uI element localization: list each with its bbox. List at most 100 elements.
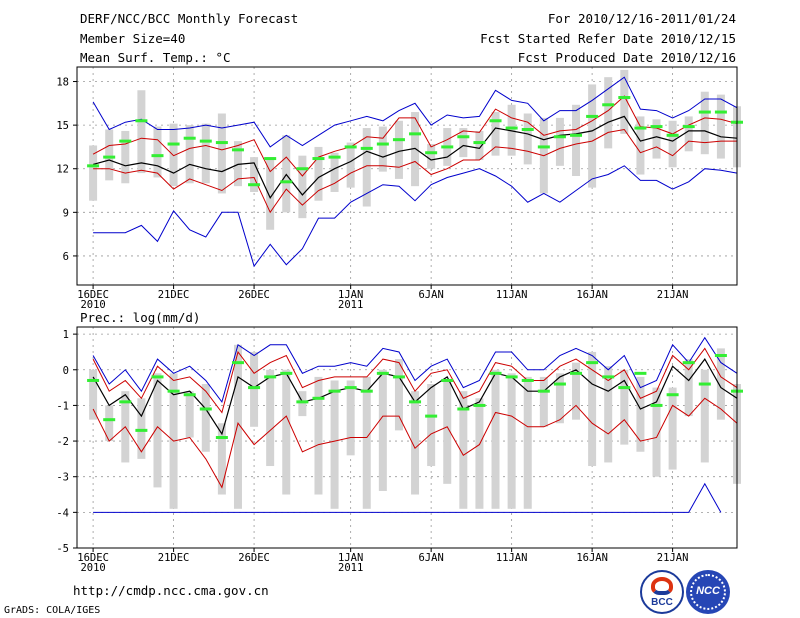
prec-xtick-label: 11JAN bbox=[496, 552, 528, 564]
prec-box bbox=[523, 376, 532, 509]
prec-box bbox=[314, 376, 323, 495]
prec-box bbox=[459, 391, 468, 509]
prec-box bbox=[411, 391, 420, 495]
prec-xtick-label: 26DEC bbox=[238, 552, 270, 564]
ncc-globe-icon bbox=[690, 574, 726, 610]
temp-box bbox=[346, 142, 355, 188]
temp-box bbox=[298, 155, 307, 219]
prec-box bbox=[572, 362, 581, 420]
temp-box bbox=[523, 113, 532, 165]
temp-median-marker bbox=[151, 154, 164, 158]
prec-median-marker bbox=[87, 378, 100, 382]
temp-frame bbox=[76, 66, 738, 286]
temp-box bbox=[427, 144, 436, 169]
temp-median-marker bbox=[231, 148, 244, 152]
prec-box bbox=[153, 373, 162, 488]
prec-median-marker bbox=[409, 400, 422, 404]
temp-median-marker bbox=[634, 126, 647, 130]
prec-median-marker bbox=[537, 389, 550, 393]
prec-xtick-label: 16DEC bbox=[77, 552, 109, 564]
temp-ytick-label: 18 bbox=[56, 77, 69, 89]
forecast-produced-date: Fcst Produced Date 2010/12/16 bbox=[517, 50, 736, 65]
source-url[interactable]: http://cmdp.ncc.cma.gov.cn bbox=[73, 583, 269, 598]
temp-median-marker bbox=[666, 133, 679, 137]
temp-box bbox=[636, 116, 645, 175]
temp-box bbox=[604, 77, 613, 149]
temp-box bbox=[378, 126, 387, 172]
variable-label: Mean Surf. Temp.: °C bbox=[80, 50, 231, 65]
temp-median-marker bbox=[537, 145, 550, 149]
prec-box bbox=[137, 398, 146, 459]
temp-median-marker bbox=[167, 142, 180, 146]
temp-median-marker bbox=[425, 151, 438, 155]
prec-xtick-label: 6JAN bbox=[418, 552, 443, 564]
prec-box bbox=[298, 391, 307, 417]
prec-box bbox=[105, 405, 114, 442]
prec-box bbox=[620, 369, 629, 445]
temp-median-marker bbox=[521, 127, 534, 131]
temp-ytick-label: 6 bbox=[63, 251, 69, 263]
prec-median-marker bbox=[473, 403, 486, 407]
temp-box bbox=[555, 117, 564, 166]
prec-median-marker bbox=[714, 354, 727, 358]
prec-median-marker bbox=[570, 371, 583, 375]
prec-median-marker bbox=[344, 386, 357, 390]
temp-xtick-year: 2010 bbox=[80, 299, 105, 311]
prec-median-marker bbox=[376, 371, 389, 375]
prec-median-marker bbox=[296, 400, 309, 404]
temp-ytick-label: 15 bbox=[56, 120, 69, 132]
prec-box bbox=[89, 369, 98, 420]
prec-ytick-label: -4 bbox=[56, 507, 69, 519]
temp-median-marker bbox=[119, 139, 132, 143]
prec-box bbox=[362, 376, 371, 509]
prec-box bbox=[217, 423, 226, 495]
prec-box bbox=[394, 359, 403, 431]
temp-median-marker bbox=[312, 157, 325, 161]
prec-median-marker bbox=[521, 378, 534, 382]
prec-box bbox=[652, 387, 661, 477]
prec-median-marker bbox=[666, 393, 679, 397]
temp-box bbox=[233, 141, 242, 187]
temp-median-marker bbox=[199, 139, 212, 143]
prec-median-marker bbox=[392, 375, 405, 379]
ncc-logo-text: NCC bbox=[696, 585, 720, 597]
temp-median-marker bbox=[264, 157, 277, 161]
temp-median-marker bbox=[135, 119, 148, 123]
temp-xtick-label: 16JAN bbox=[576, 289, 608, 301]
prec-box bbox=[185, 391, 194, 438]
bcc-logo: BCC bbox=[640, 570, 684, 614]
temp-box bbox=[330, 152, 339, 192]
temp-box bbox=[475, 130, 484, 161]
temp-median-marker bbox=[392, 138, 405, 142]
temp-median-marker bbox=[280, 180, 293, 184]
prec-median-marker bbox=[248, 386, 261, 390]
prec-box bbox=[491, 369, 500, 509]
temp-median-marker bbox=[682, 125, 695, 129]
prec-box bbox=[636, 376, 645, 452]
temp-median-marker bbox=[489, 119, 502, 123]
prec-ytick-label: -1 bbox=[56, 400, 69, 412]
temp-median-marker bbox=[714, 110, 727, 114]
prec-median-marker bbox=[553, 382, 566, 386]
prec-box bbox=[330, 380, 339, 509]
temp-median-marker bbox=[360, 146, 373, 150]
prec-box bbox=[555, 373, 564, 424]
prec-line-min bbox=[93, 482, 722, 513]
temp-median-marker bbox=[328, 155, 341, 159]
temp-box bbox=[185, 125, 194, 184]
prec-median-marker bbox=[151, 375, 164, 379]
temp-xtick-label: 6JAN bbox=[418, 289, 443, 301]
prec-box bbox=[233, 344, 242, 509]
prec-box bbox=[588, 351, 597, 467]
prec-line-max bbox=[92, 336, 738, 404]
prec-xtick-label: 21JAN bbox=[657, 552, 689, 564]
ncc-logo: NCC bbox=[686, 570, 730, 614]
prec-median-marker bbox=[586, 361, 599, 365]
temp-box bbox=[105, 129, 114, 181]
temp-xtick-label: 21DEC bbox=[158, 289, 190, 301]
prec-median-marker bbox=[425, 414, 438, 418]
prec-box bbox=[716, 348, 725, 420]
prec-median-marker bbox=[264, 375, 277, 379]
